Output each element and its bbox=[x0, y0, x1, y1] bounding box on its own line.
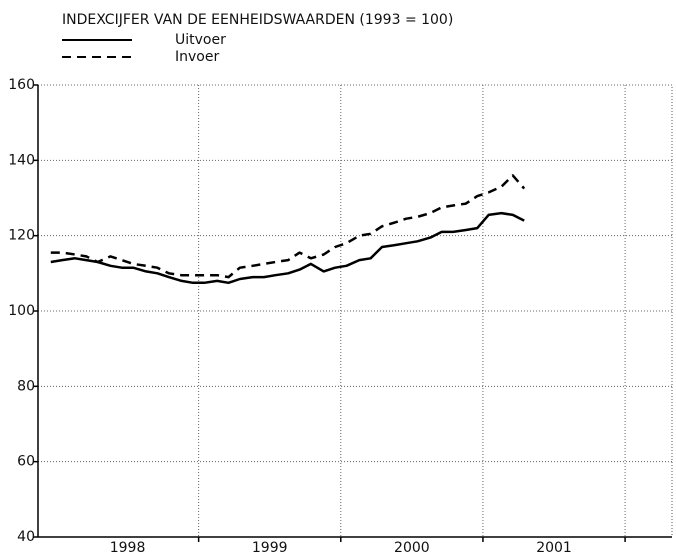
x-tick-label: 2001 bbox=[536, 540, 572, 555]
legend-label: Uitvoer bbox=[175, 32, 226, 48]
series-line bbox=[50, 211, 525, 285]
x-tick-label: 2000 bbox=[394, 540, 430, 555]
series-line bbox=[50, 174, 526, 279]
y-tick-label: 140 bbox=[8, 152, 35, 168]
y-tick-label: 60 bbox=[17, 454, 35, 470]
chart-title: INDEXCIJFER VAN DE EENHEIDSWAARDEN (1993… bbox=[62, 12, 453, 28]
y-tick-label: 100 bbox=[8, 303, 35, 319]
y-tick-label: 80 bbox=[17, 378, 35, 394]
plot-frame bbox=[37, 84, 673, 538]
legend-label: Invoer bbox=[175, 49, 219, 65]
y-tick-label: 120 bbox=[8, 228, 35, 244]
x-tick-label: 1998 bbox=[110, 540, 146, 555]
y-tick-label: 160 bbox=[8, 77, 35, 93]
x-tick-label: 1999 bbox=[252, 540, 288, 555]
y-tick-label: 40 bbox=[17, 529, 35, 545]
